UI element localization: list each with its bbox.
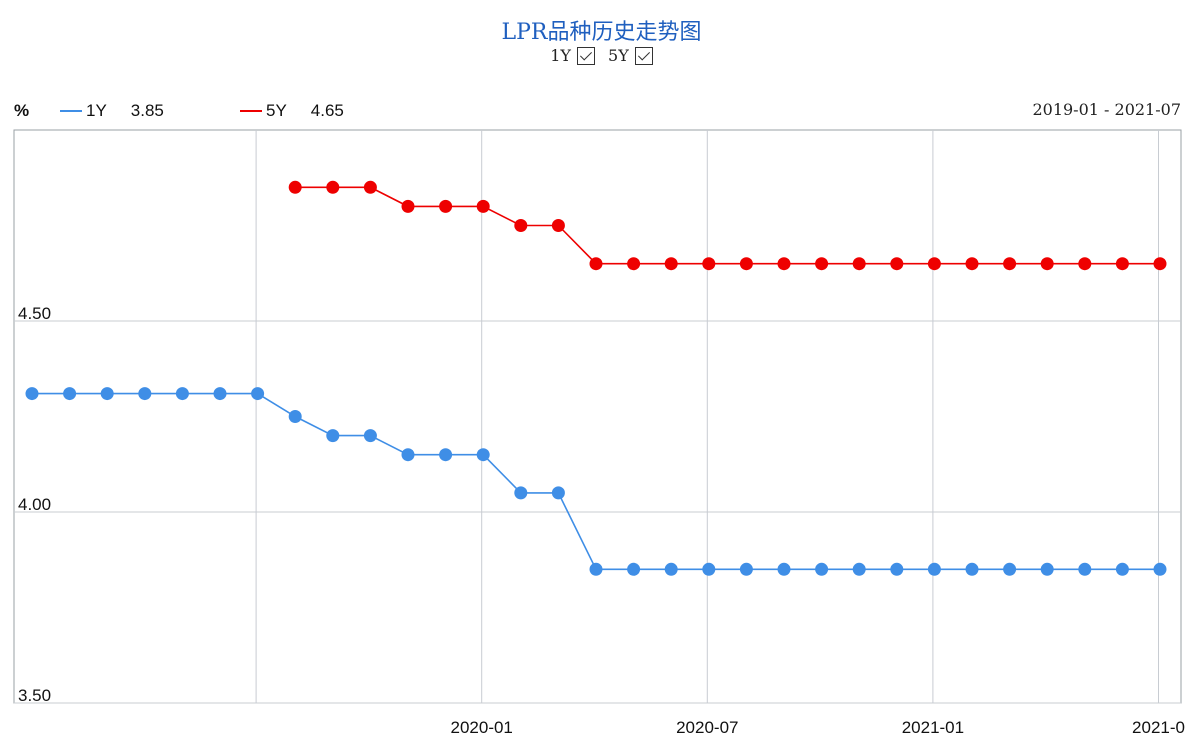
data-point-5y xyxy=(326,180,340,194)
data-point-1y xyxy=(890,562,904,576)
data-point-5y xyxy=(815,257,829,271)
data-point-5y xyxy=(439,199,453,213)
series-line-5y xyxy=(295,186,1160,265)
data-point-1y xyxy=(288,410,302,423)
data-point-1y xyxy=(1078,562,1092,576)
series-line-1y xyxy=(32,392,1160,571)
data-point-5y xyxy=(664,257,678,271)
date-range: 2019-01 - 2021-07 xyxy=(1032,100,1181,119)
data-point-1y xyxy=(1003,562,1017,576)
data-point-1y xyxy=(476,448,490,462)
data-point-5y xyxy=(627,257,641,271)
data-point-5y xyxy=(288,180,302,194)
data-point-1y xyxy=(138,387,152,401)
legend-line-5y xyxy=(240,110,262,112)
toggle-1y-label: 1Y xyxy=(550,46,571,65)
data-point-1y xyxy=(589,562,603,576)
data-point-1y xyxy=(965,562,979,576)
legend-value-1y: 3.85 xyxy=(130,101,164,120)
data-point-5y xyxy=(476,199,490,213)
data-point-1y xyxy=(251,387,265,401)
data-point-1y xyxy=(1040,562,1054,576)
data-point-1y xyxy=(664,562,678,576)
data-point-1y xyxy=(100,387,114,401)
data-point-1y xyxy=(401,448,415,462)
data-point-1y xyxy=(363,429,377,443)
data-point-1y xyxy=(514,486,528,500)
data-point-5y xyxy=(551,219,565,232)
data-point-1y xyxy=(739,562,753,576)
data-point-5y xyxy=(1003,257,1017,271)
legend-name-1y: 1Y xyxy=(86,101,107,120)
chart-title: LPR品种历史走势图 xyxy=(501,20,702,45)
data-point-1y xyxy=(326,429,340,443)
data-point-1y xyxy=(25,387,39,401)
data-point-5y xyxy=(589,257,603,271)
x-tick-label: 2020-01 xyxy=(451,718,513,737)
legend-item-5y: 5Y 4.65 xyxy=(240,101,344,121)
data-point-1y xyxy=(1115,562,1129,576)
data-point-1y xyxy=(852,562,866,576)
x-tick-label: 2021-01 xyxy=(902,718,964,737)
data-point-1y xyxy=(777,562,791,576)
data-point-5y xyxy=(927,257,941,271)
data-point-5y xyxy=(739,257,753,271)
data-point-1y xyxy=(702,562,716,576)
data-point-5y xyxy=(965,257,979,271)
data-point-1y xyxy=(927,562,941,576)
legend-value-5y: 4.65 xyxy=(310,101,344,120)
data-point-5y xyxy=(1153,257,1167,271)
toggle-5y[interactable]: 5Y xyxy=(608,46,653,65)
y-tick-label: 4.50 xyxy=(18,304,51,323)
y-unit-label: % xyxy=(14,101,30,120)
data-point-5y xyxy=(777,257,791,271)
data-point-5y xyxy=(1078,257,1092,271)
data-point-1y xyxy=(1153,562,1167,576)
legend-item-1y: 1Y 3.85 xyxy=(60,101,164,121)
toggle-1y[interactable]: 1Y xyxy=(550,46,595,65)
toggle-5y-label: 5Y xyxy=(608,46,629,65)
data-point-5y xyxy=(1040,257,1054,271)
toggle-5y-checkbox[interactable] xyxy=(634,46,653,65)
x-tick-label: 2021-0 xyxy=(1132,718,1185,737)
data-point-1y xyxy=(551,486,565,500)
series-toggles: 1Y 5Y xyxy=(0,46,1203,65)
x-tick-label: 2020-07 xyxy=(676,718,738,737)
y-tick-label: 4.00 xyxy=(18,495,51,514)
data-point-5y xyxy=(852,257,866,271)
data-point-5y xyxy=(702,257,716,271)
data-point-1y xyxy=(213,387,227,401)
data-point-5y xyxy=(401,199,415,213)
data-point-5y xyxy=(363,180,377,194)
data-point-5y xyxy=(514,219,528,232)
data-point-1y xyxy=(815,562,829,576)
data-point-1y xyxy=(627,562,641,576)
plot-frame xyxy=(13,129,1182,704)
toggle-1y-checkbox[interactable] xyxy=(576,46,595,65)
legend-name-5y: 5Y xyxy=(266,101,287,120)
data-point-1y xyxy=(63,387,77,401)
data-point-1y xyxy=(175,387,189,401)
data-point-5y xyxy=(890,257,904,271)
data-point-1y xyxy=(439,448,453,462)
legend-line-1y xyxy=(60,110,82,112)
y-tick-label: 3.50 xyxy=(18,686,51,705)
data-point-5y xyxy=(1115,257,1129,271)
